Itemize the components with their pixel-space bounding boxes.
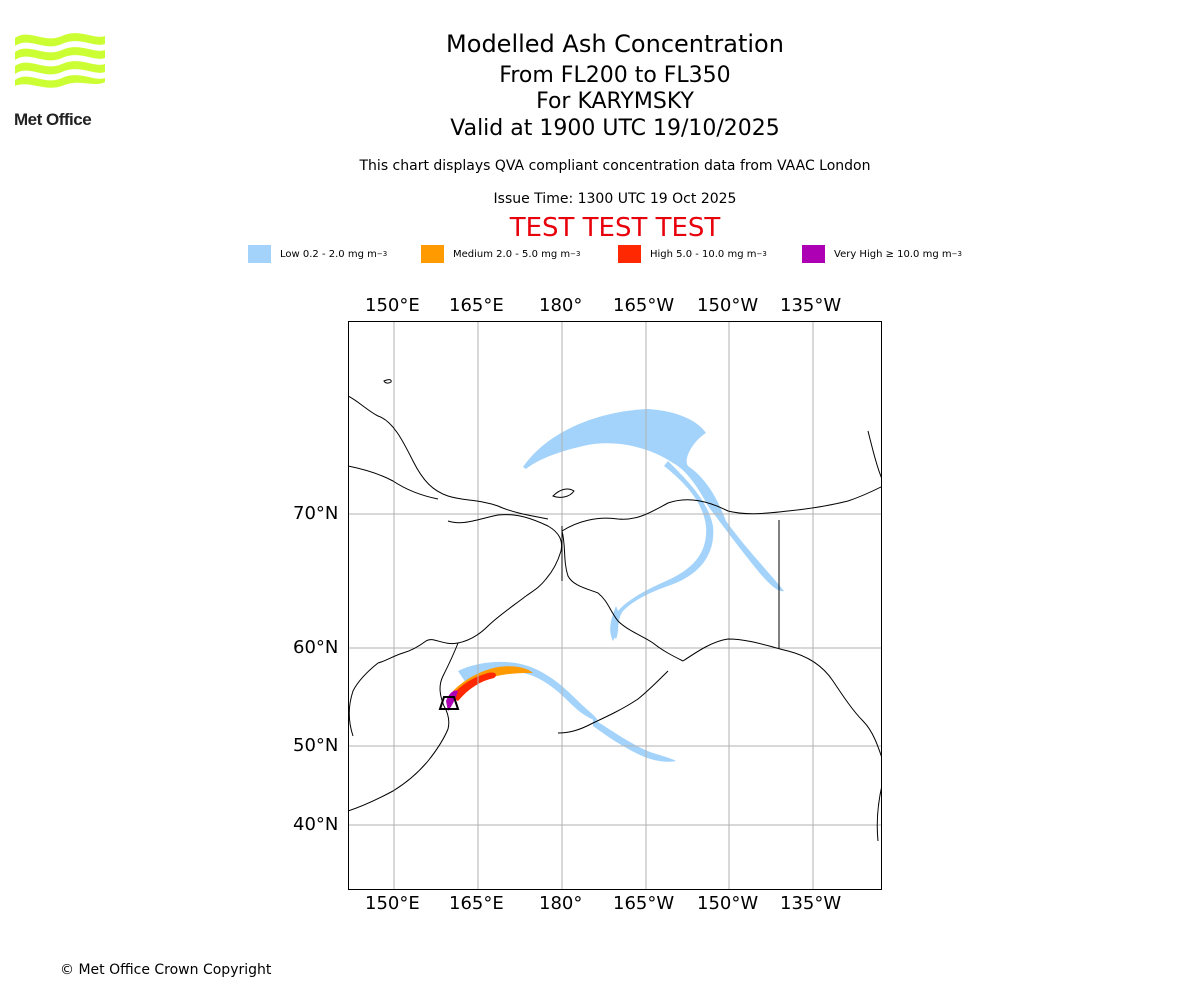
lon-label-top-165e: 165°E	[449, 295, 504, 316]
met-office-waves-icon	[15, 33, 105, 88]
ash-concentration-map	[348, 321, 882, 890]
lon-label-bottom-165w: 165°W	[613, 893, 675, 914]
lat-label-70n: 70°N	[293, 503, 339, 524]
coastlines	[348, 379, 882, 842]
legend-label-medium: Medium 2.0 - 5.0 mg m	[453, 248, 571, 260]
ash-low-region	[458, 409, 784, 762]
lon-label-top-180: 180°	[539, 295, 583, 316]
lon-label-bottom-150w: 150°W	[697, 893, 759, 914]
copyright-text: © Met Office Crown Copyright	[60, 962, 272, 978]
legend-item-very-high: Very High ≥ 10.0 mg m −3	[802, 244, 962, 264]
lon-label-bottom-150e: 150°E	[365, 893, 420, 914]
ash-very-high-region	[446, 690, 458, 711]
volcano-marker-icon	[438, 696, 460, 710]
lon-label-top-150e: 150°E	[365, 295, 420, 316]
legend-item-low: Low 0.2 - 2.0 mg m −3	[248, 244, 387, 264]
flight-levels: From FL200 to FL350	[499, 63, 731, 88]
legend-swatch-low	[248, 245, 271, 263]
legend-swatch-very-high	[802, 245, 825, 263]
lon-label-bottom-165e: 165°E	[449, 893, 504, 914]
chart-title: Modelled Ash Concentration	[446, 30, 784, 58]
gridlines	[348, 321, 882, 890]
lon-label-top-165w: 165°W	[613, 295, 675, 316]
legend-item-high: High 5.0 - 10.0 mg m −3	[618, 244, 767, 264]
logo-text: Met Office	[14, 110, 92, 129]
volcano-name: For KARYMSKY	[536, 89, 694, 114]
lon-label-bottom-180: 180°	[539, 893, 583, 914]
legend-swatch-medium	[421, 245, 444, 263]
test-banner: TEST TEST TEST	[509, 213, 721, 243]
lat-label-50n: 50°N	[293, 735, 339, 756]
legend-label-very-high: Very High ≥ 10.0 mg m	[834, 248, 952, 260]
lon-label-bottom-135w: 135°W	[780, 893, 842, 914]
legend-label-high: High 5.0 - 10.0 mg m	[650, 248, 757, 260]
map-frame	[348, 321, 882, 890]
met-office-logo: Met Office	[14, 30, 109, 130]
legend-item-medium: Medium 2.0 - 5.0 mg m −3	[421, 244, 580, 264]
lon-label-top-150w: 150°W	[697, 295, 759, 316]
legend-swatch-high	[618, 245, 641, 263]
legend-label-low: Low 0.2 - 2.0 mg m	[280, 248, 377, 260]
lat-label-40n: 40°N	[293, 814, 339, 835]
lon-label-top-135w: 135°W	[780, 295, 842, 316]
valid-time: Valid at 1900 UTC 19/10/2025	[450, 116, 780, 141]
lat-label-60n: 60°N	[293, 637, 339, 658]
chart-description: This chart displays QVA compliant concen…	[359, 158, 871, 174]
ash-high-region	[451, 672, 496, 701]
issue-time: Issue Time: 1300 UTC 19 Oct 2025	[493, 191, 737, 207]
